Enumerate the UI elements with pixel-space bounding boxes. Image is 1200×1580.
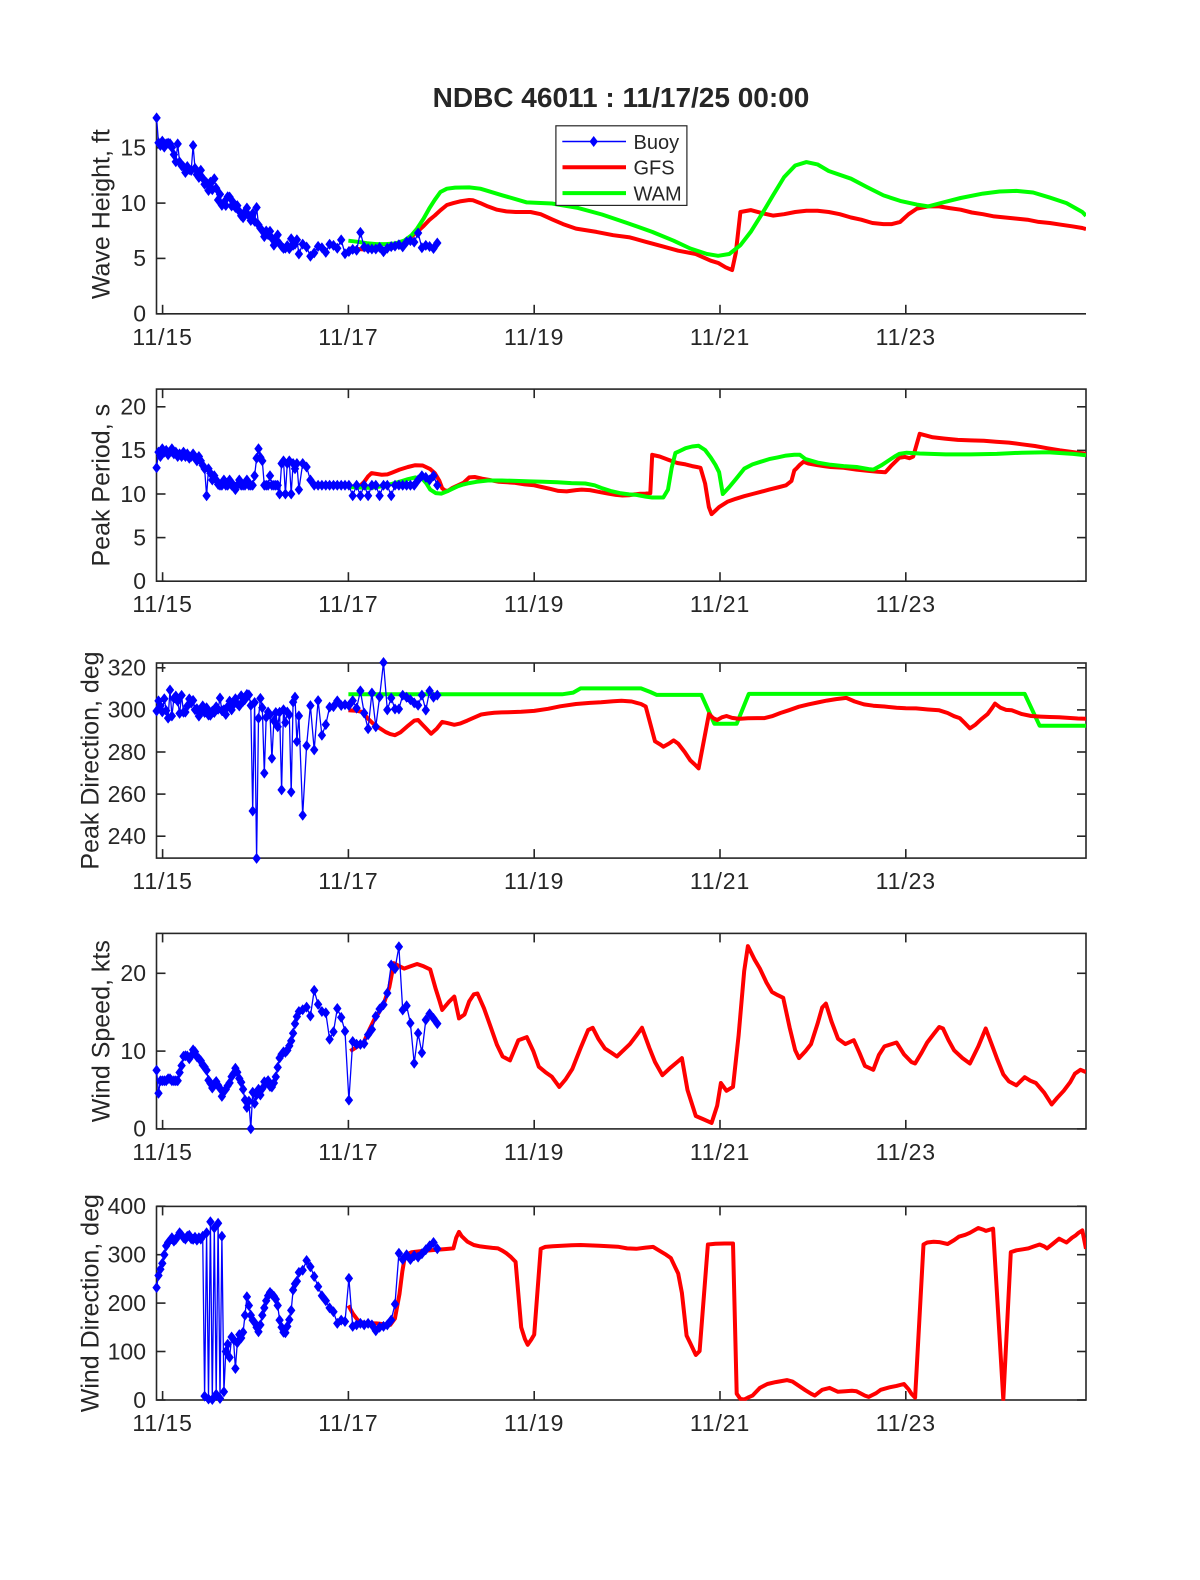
svg-text:11/17: 11/17 (318, 591, 378, 617)
svg-text:260: 260 (108, 781, 146, 807)
svg-text:11/21: 11/21 (690, 1139, 750, 1165)
svg-text:10: 10 (120, 481, 146, 507)
svg-text:Peak Period, s: Peak Period, s (88, 404, 116, 567)
svg-text:300: 300 (108, 1242, 146, 1268)
svg-text:11/15: 11/15 (132, 1410, 192, 1436)
svg-text:11/15: 11/15 (132, 868, 192, 894)
svg-text:15: 15 (120, 437, 146, 463)
svg-text:10: 10 (120, 1038, 146, 1064)
svg-text:11/19: 11/19 (504, 591, 564, 617)
svg-text:11/15: 11/15 (132, 591, 192, 617)
svg-text:WAM: WAM (634, 183, 682, 205)
svg-text:11/21: 11/21 (690, 1410, 750, 1436)
svg-text:Wind Direction, deg: Wind Direction, deg (77, 1194, 105, 1412)
svg-text:11/15: 11/15 (132, 324, 192, 350)
svg-text:200: 200 (108, 1290, 146, 1316)
svg-text:100: 100 (108, 1338, 146, 1364)
svg-text:11/21: 11/21 (690, 868, 750, 894)
svg-text:11/23: 11/23 (876, 1410, 936, 1436)
svg-text:11/23: 11/23 (876, 591, 936, 617)
svg-text:0: 0 (133, 568, 146, 594)
svg-text:11/17: 11/17 (318, 868, 378, 894)
svg-text:280: 280 (108, 739, 146, 765)
svg-text:400: 400 (108, 1193, 146, 1219)
svg-text:20: 20 (120, 394, 146, 420)
svg-text:5: 5 (133, 245, 146, 271)
svg-text:320: 320 (108, 655, 146, 681)
svg-text:11/21: 11/21 (690, 591, 750, 617)
svg-text:Peak Direction, deg: Peak Direction, deg (77, 651, 105, 869)
svg-text:11/19: 11/19 (504, 868, 564, 894)
svg-text:11/23: 11/23 (876, 1139, 936, 1165)
svg-text:11/19: 11/19 (504, 1410, 564, 1436)
svg-text:11/23: 11/23 (876, 868, 936, 894)
svg-text:11/21: 11/21 (690, 324, 750, 350)
svg-text:0: 0 (133, 301, 146, 327)
svg-text:GFS: GFS (634, 158, 675, 180)
svg-text:11/17: 11/17 (318, 324, 378, 350)
svg-text:0: 0 (133, 1387, 146, 1413)
svg-text:Wind Speed, kts: Wind Speed, kts (88, 940, 116, 1122)
svg-text:0: 0 (133, 1116, 146, 1142)
svg-text:300: 300 (108, 697, 146, 723)
svg-text:240: 240 (108, 823, 146, 849)
svg-text:11/17: 11/17 (318, 1139, 378, 1165)
svg-text:11/19: 11/19 (504, 324, 564, 350)
svg-text:11/23: 11/23 (876, 324, 936, 350)
svg-text:11/15: 11/15 (132, 1139, 192, 1165)
svg-text:11/19: 11/19 (504, 1139, 564, 1165)
svg-text:10: 10 (120, 190, 146, 216)
svg-text:Wave Height, ft: Wave Height, ft (88, 129, 116, 299)
svg-text:11/17: 11/17 (318, 1410, 378, 1436)
svg-text:NDBC 46011 : 11/17/25 00:00: NDBC 46011 : 11/17/25 00:00 (433, 82, 810, 113)
svg-text:5: 5 (133, 524, 146, 550)
svg-text:Buoy: Buoy (634, 132, 680, 154)
svg-text:20: 20 (120, 960, 146, 986)
svg-text:15: 15 (120, 135, 146, 161)
